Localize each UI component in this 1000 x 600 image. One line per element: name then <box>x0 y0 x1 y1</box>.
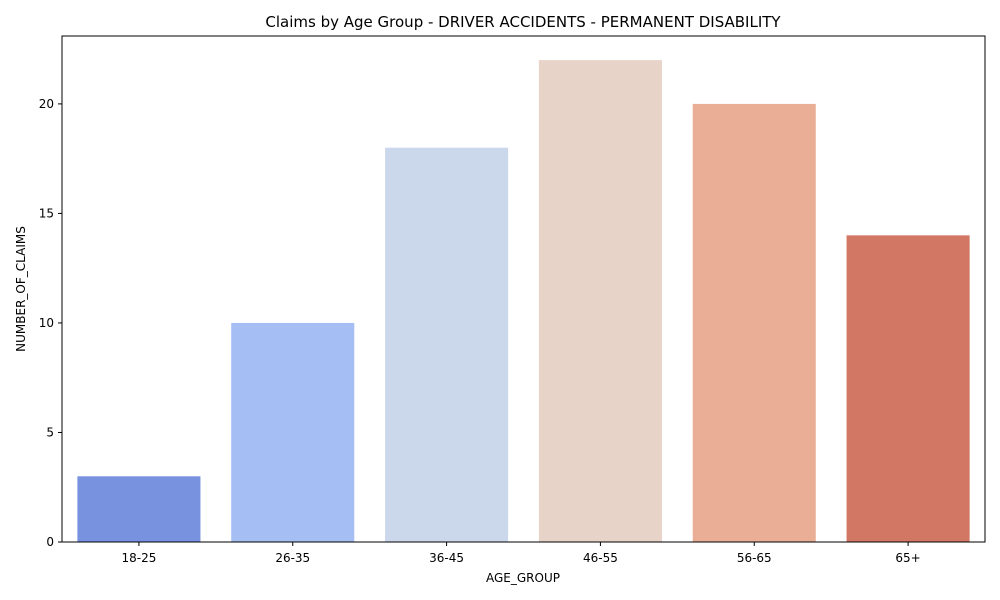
bar-46-55 <box>538 60 662 542</box>
plot-frame <box>61 35 986 543</box>
x-tick-label: 65+ <box>895 551 920 565</box>
chart-title: Claims by Age Group - DRIVER ACCIDENTS -… <box>265 13 781 31</box>
bar-36-45 <box>385 147 509 542</box>
bar-56-65 <box>692 103 816 543</box>
bar-18-25 <box>77 476 201 542</box>
x-tick-label: 18-25 <box>121 551 156 565</box>
y-tick-label: 20 <box>39 97 54 111</box>
bar-65+ <box>846 235 970 543</box>
x-tick-label: 46-55 <box>583 551 618 565</box>
y-tick-label: 15 <box>39 206 54 220</box>
x-tick-label: 26-35 <box>275 551 310 565</box>
bars <box>77 60 970 543</box>
bar-26-35 <box>231 322 355 542</box>
y-tick-label: 5 <box>46 425 54 439</box>
y-axis-ticks: 0 5 10 15 20 <box>39 97 62 549</box>
x-tick-label: 56-65 <box>737 551 772 565</box>
x-tick-label: 36-45 <box>429 551 464 565</box>
x-axis-ticks: 18-25 26-35 36-45 46-55 56-65 65+ <box>121 542 921 565</box>
x-axis-label: AGE_GROUP <box>486 571 560 585</box>
y-axis-label: NUMBER_OF_CLAIMS <box>14 226 28 352</box>
y-tick-label: 10 <box>39 316 54 330</box>
y-tick-label: 0 <box>46 535 54 549</box>
